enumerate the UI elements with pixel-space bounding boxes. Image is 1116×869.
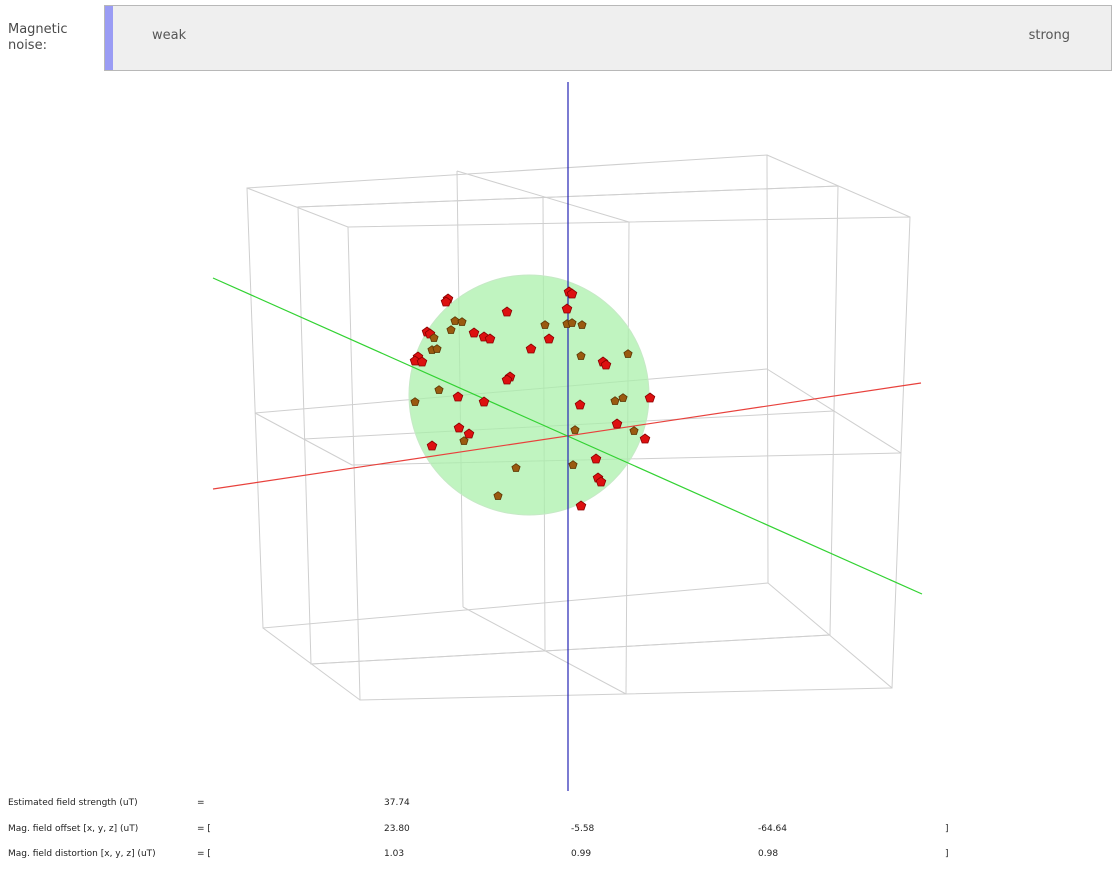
- sample-point-marker: [566, 288, 578, 299]
- sample-point-marker: [468, 327, 480, 338]
- sample-point-marker: [410, 397, 420, 406]
- sample-point-marker: [440, 296, 452, 307]
- grid-right-mid: [766, 368, 902, 454]
- sample-point-marker: [610, 396, 620, 405]
- sample-points: [409, 286, 656, 511]
- sample-point-marker: [432, 344, 442, 353]
- distortion-label: Mag. field distortion [x, y, z] (uT): [8, 849, 156, 859]
- offset-equals: = [: [197, 824, 211, 834]
- magnetic-noise-bar: weak strong: [104, 5, 1112, 71]
- sample-point-marker: [484, 333, 496, 344]
- sample-point-marker: [618, 393, 628, 402]
- sample-point-marker: [511, 463, 521, 472]
- sample-point-marker: [426, 440, 438, 451]
- sample-point-marker: [453, 422, 465, 433]
- sample-point-marker: [446, 325, 456, 334]
- sample-point-marker: [434, 385, 444, 394]
- sample-point-marker: [493, 491, 503, 500]
- sample-point-marker: [611, 418, 623, 429]
- sample-point-marker: [457, 317, 467, 326]
- noise-weak-label: weak: [152, 28, 187, 43]
- sample-point-marker: [459, 436, 469, 445]
- distortion-close-bracket: ]: [945, 849, 949, 859]
- sample-point-marker: [452, 391, 464, 402]
- sample-point-marker: [463, 428, 475, 439]
- field-strength-value: 37.74: [384, 798, 410, 808]
- noise-level-indicator: [105, 6, 113, 70]
- grid-left-mid: [254, 412, 353, 466]
- sample-point-marker: [575, 500, 587, 511]
- sample-point-marker: [429, 333, 439, 342]
- sample-point-marker: [567, 318, 577, 327]
- magnetic-noise-label: Magnetic noise:: [8, 22, 68, 53]
- sample-point-marker: [501, 306, 513, 317]
- sample-point-marker: [568, 460, 578, 469]
- grid-mid-plane: [297, 185, 839, 665]
- noise-strong-label: strong: [1028, 28, 1070, 43]
- sample-point-marker: [501, 374, 513, 385]
- sample-point-marker: [576, 351, 586, 360]
- distortion-z-value: 0.98: [758, 849, 779, 859]
- sample-point-marker: [644, 392, 656, 403]
- sample-point-marker: [629, 426, 639, 435]
- offset-close-bracket: ]: [945, 824, 949, 834]
- sample-point-marker: [450, 316, 460, 325]
- sample-point-marker: [543, 333, 555, 344]
- distortion-y-value: 0.99: [571, 849, 592, 859]
- distortion-equals: = [: [197, 849, 211, 859]
- offset-y-value: -5.58: [571, 824, 595, 834]
- offset-label: Mag. field offset [x, y, z] (uT): [8, 824, 139, 834]
- grid-edge-tl: [246, 187, 349, 228]
- sample-point-marker: [478, 396, 490, 407]
- sample-point-marker: [525, 343, 537, 354]
- field-sphere: [408, 274, 650, 516]
- sample-point-marker: [416, 356, 428, 367]
- distortion-x-value: 1.03: [384, 849, 405, 859]
- sample-point-marker: [574, 399, 586, 410]
- sample-point-marker: [595, 476, 607, 487]
- sample-point-marker: [623, 349, 633, 358]
- field-strength-equals: =: [197, 798, 205, 808]
- sample-point-marker: [600, 359, 612, 370]
- offset-x-value: 23.80: [384, 824, 410, 834]
- sample-point-marker: [570, 425, 580, 434]
- sample-point-marker: [577, 320, 587, 329]
- offset-z-value: -64.64: [758, 824, 788, 834]
- sample-point-marker: [561, 303, 573, 314]
- sample-point-marker: [639, 433, 651, 444]
- calibration-3d-viewport[interactable]: [0, 75, 1116, 795]
- field-strength-label: Estimated field strength (uT): [8, 798, 138, 808]
- sample-point-marker: [540, 320, 550, 329]
- sample-point-marker: [590, 453, 602, 464]
